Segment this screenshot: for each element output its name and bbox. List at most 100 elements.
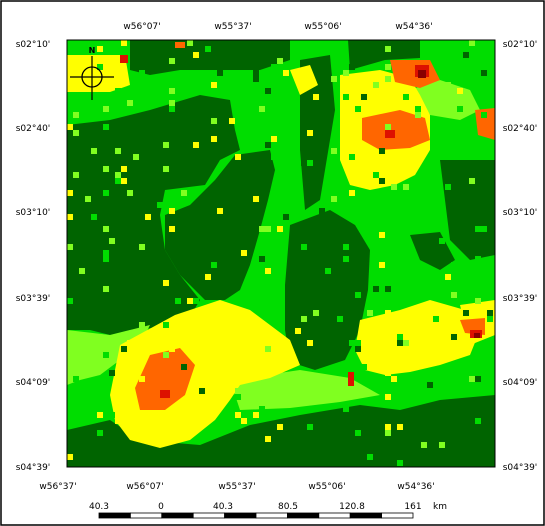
raster-pixel bbox=[277, 376, 283, 382]
raster-pixel bbox=[67, 136, 73, 142]
raster-pixel bbox=[103, 352, 109, 358]
raster-pixel bbox=[91, 214, 97, 220]
raster-pixel bbox=[139, 70, 145, 76]
raster-pixel bbox=[163, 142, 169, 148]
raster-pixel bbox=[397, 460, 403, 466]
raster-pixel bbox=[313, 94, 319, 100]
raster-pixel bbox=[169, 100, 175, 106]
raster-pixel bbox=[259, 256, 265, 262]
yellow-zone bbox=[290, 65, 318, 95]
forest-strip bbox=[300, 55, 335, 210]
raster-pixel bbox=[163, 280, 169, 286]
raster-pixel bbox=[163, 352, 169, 358]
right-latitude-label: s02°40' bbox=[503, 124, 538, 134]
raster-pixel bbox=[325, 268, 331, 274]
raster-pixel bbox=[169, 58, 175, 64]
forest-north-east bbox=[348, 40, 420, 70]
raster-pixel bbox=[235, 154, 241, 160]
raster-pixel bbox=[187, 298, 193, 304]
raster-pixel bbox=[217, 316, 223, 322]
raster-pixel bbox=[427, 382, 433, 388]
raster-pixel bbox=[385, 124, 391, 130]
scale-unit: km bbox=[433, 502, 447, 512]
raster-pixel bbox=[139, 244, 145, 250]
raster-pixel bbox=[385, 46, 391, 52]
raster-pixel bbox=[349, 340, 355, 346]
raster-pixel bbox=[451, 262, 457, 268]
raster-pixel bbox=[127, 340, 133, 346]
raster-pixel bbox=[331, 76, 337, 82]
raster-pixel bbox=[367, 454, 373, 460]
scale-label: 0 bbox=[158, 502, 164, 512]
raster-pixel bbox=[103, 346, 109, 352]
raster-pixel bbox=[127, 196, 133, 202]
raster-pixel bbox=[397, 424, 403, 430]
raster-pixel bbox=[169, 346, 175, 352]
raster-pixel bbox=[331, 148, 337, 154]
raster-pixel bbox=[103, 286, 109, 292]
raster-pixel bbox=[169, 208, 175, 214]
scale-label: 120.8 bbox=[339, 502, 365, 512]
orange-spot bbox=[175, 42, 185, 48]
raster-pixel bbox=[259, 106, 265, 112]
raster-pixel bbox=[133, 430, 139, 436]
yellow-zone bbox=[110, 300, 300, 448]
raster-pixel bbox=[121, 178, 127, 184]
raster-pixel bbox=[271, 154, 277, 160]
right-latitude-label: s04°39' bbox=[503, 463, 538, 473]
compass-crosshair-icon bbox=[70, 66, 114, 88]
raster-pixel bbox=[265, 226, 271, 232]
raster-pixel bbox=[253, 412, 259, 418]
left-latitude-label: s03°39' bbox=[16, 294, 51, 304]
raster-pixel bbox=[253, 70, 259, 76]
raster-pixel bbox=[115, 88, 121, 94]
raster-pixel bbox=[271, 274, 277, 280]
raster-pixel bbox=[145, 214, 151, 220]
raster-pixel bbox=[403, 94, 409, 100]
raster-pixel bbox=[319, 208, 325, 214]
raster-pixel bbox=[217, 70, 223, 76]
raster-pixel bbox=[229, 118, 235, 124]
raster-pixel bbox=[481, 148, 487, 154]
raster-pixel bbox=[139, 322, 145, 328]
raster-pixel bbox=[139, 376, 145, 382]
raster-pixel bbox=[211, 262, 217, 268]
raster-pixel bbox=[343, 244, 349, 250]
raster-pixel bbox=[487, 400, 493, 406]
left-latitude-label: s04°09' bbox=[16, 378, 51, 388]
raster-pixel bbox=[79, 268, 85, 274]
yellow-zone bbox=[67, 55, 130, 92]
raster-pixel bbox=[259, 406, 265, 412]
raster-pixel bbox=[265, 436, 271, 442]
raster-pixel bbox=[469, 178, 475, 184]
raster-pixel bbox=[301, 160, 307, 166]
top-longitude-label: w56°07' bbox=[123, 22, 160, 32]
raster-pixel bbox=[475, 418, 481, 424]
raster-pixel bbox=[241, 172, 247, 178]
left-latitude-label: s02°40' bbox=[16, 124, 51, 134]
raster-pixel bbox=[103, 124, 109, 130]
top-longitude-label: w54°36' bbox=[395, 22, 432, 32]
raster-pixel bbox=[73, 112, 79, 118]
raster-pixel bbox=[349, 154, 355, 160]
map-frame bbox=[66, 39, 496, 468]
red-spot bbox=[348, 372, 354, 386]
raster-pixel bbox=[463, 52, 469, 58]
raster-pixel bbox=[211, 136, 217, 142]
raster-pixel bbox=[211, 454, 217, 460]
dark-red-spot bbox=[474, 333, 480, 338]
raster-pixel bbox=[367, 310, 373, 316]
yellow-zone bbox=[355, 300, 480, 375]
raster-pixel bbox=[127, 100, 133, 106]
raster-pixel bbox=[343, 406, 349, 412]
raster-pixel bbox=[445, 184, 451, 190]
scale-bar-segment bbox=[255, 512, 288, 519]
raster-pixel bbox=[199, 388, 205, 394]
raster-pixel bbox=[337, 316, 343, 322]
raster-pixel bbox=[487, 316, 493, 322]
raster-pixel bbox=[313, 310, 319, 316]
raster-pixel bbox=[451, 334, 457, 340]
scale-bar-segment bbox=[318, 512, 351, 519]
raster-pixel bbox=[67, 298, 73, 304]
raster-pixel bbox=[169, 142, 175, 148]
